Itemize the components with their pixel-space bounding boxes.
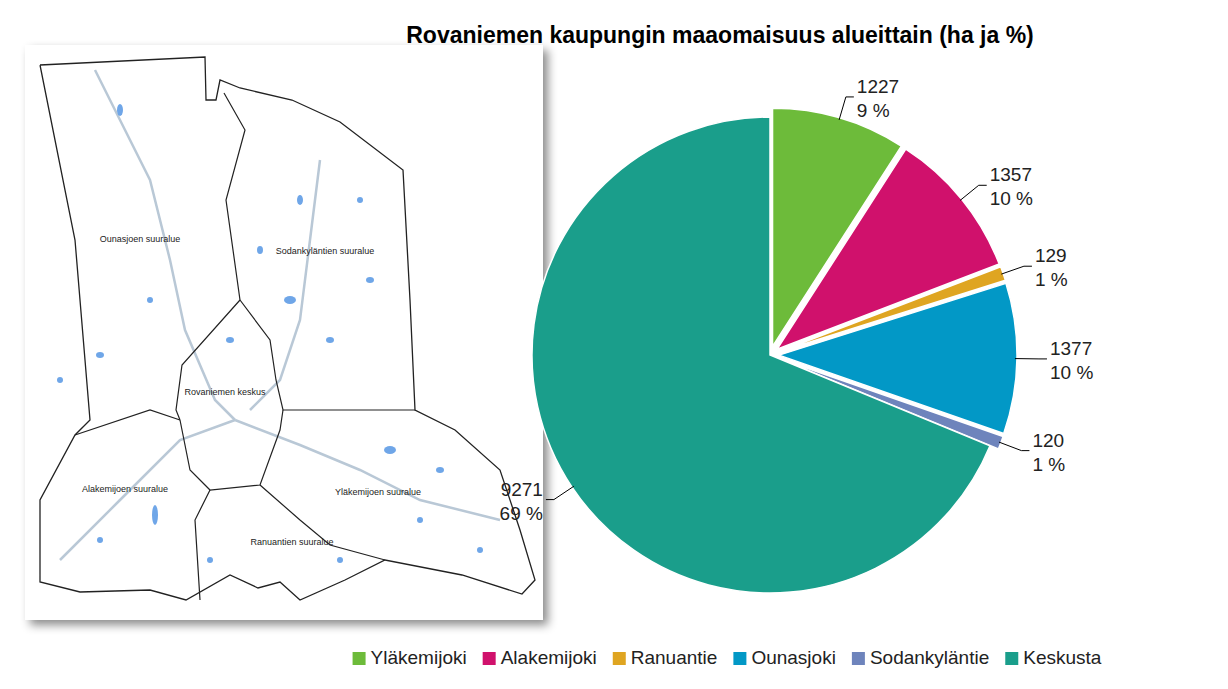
map-lake: [284, 296, 296, 304]
map-border: [240, 300, 415, 410]
legend-label: Ounasjoki: [751, 647, 836, 668]
legend-item: Alakemijoki: [483, 647, 597, 668]
pie: 12279 %135710 %1291 %137710 %1201 %92716…: [500, 76, 1094, 593]
map-lake: [226, 337, 234, 343]
map-lake: [257, 246, 263, 254]
value-label: 9271: [501, 479, 543, 500]
legend-item: Yläkemijoki: [353, 647, 467, 668]
legend-label: Sodankyläntie: [870, 647, 989, 668]
legend-swatch: [353, 652, 366, 665]
data-label: 9271 69 %: [500, 479, 543, 524]
map-river: [250, 160, 320, 410]
leader-line: [546, 486, 574, 499]
value-label: 1377: [1050, 338, 1092, 359]
legend-swatch: [613, 652, 626, 665]
legend-swatch: [1005, 652, 1018, 665]
legend-item: Keskusta: [1005, 647, 1102, 668]
legend-item: Ounasjoki: [733, 647, 836, 668]
data-label: 1377 10 %: [1050, 338, 1093, 383]
map-label: Ranuantien suuralue: [250, 537, 333, 547]
map-border: [224, 93, 245, 300]
percentage-label: 1 %: [1035, 269, 1068, 290]
map-lake: [366, 277, 374, 283]
map-lake: [96, 352, 104, 358]
map-lake: [147, 297, 153, 303]
slice: [532, 117, 990, 593]
leader-line: [1015, 358, 1047, 359]
map-label: Sodankyläntien suuralue: [276, 246, 375, 256]
legend-label: Ranuantie: [631, 647, 718, 668]
map-label: Ounasjoen suuralue: [100, 234, 181, 244]
legend-label: Keskusta: [1023, 647, 1102, 668]
map-border: [75, 410, 180, 435]
data-label: 1227 9 %: [857, 76, 899, 121]
map-lake: [57, 377, 63, 383]
percentage-label: 10 %: [990, 188, 1033, 209]
map-border: [176, 300, 240, 420]
map-lake: [326, 337, 334, 343]
map-lake: [357, 197, 363, 203]
map-panel: [25, 45, 543, 620]
data-label: 1357 10 %: [990, 164, 1033, 209]
legend-item: Ranuantie: [613, 647, 718, 668]
value-label: 120: [1032, 430, 1064, 451]
value-label: 129: [1035, 245, 1067, 266]
map-outline: [40, 57, 535, 600]
map-lake: [97, 537, 103, 543]
legend-swatch: [733, 652, 746, 665]
map-lake: [477, 547, 483, 553]
map-lake: [337, 557, 343, 563]
value-label: 1357: [990, 164, 1032, 185]
map-river: [95, 70, 235, 420]
legend-swatch: [852, 652, 865, 665]
legend-item: Sodankyläntie: [852, 647, 989, 668]
percentage-label: 9 %: [857, 100, 890, 121]
percentage-label: 10 %: [1050, 362, 1093, 383]
percentage-label: 1 %: [1032, 454, 1065, 475]
map-lake: [436, 467, 444, 473]
percentage-label: 69 %: [500, 503, 543, 524]
map-lake: [207, 557, 213, 563]
legend-label: Yläkemijoki: [371, 647, 467, 668]
legend-swatch: [483, 652, 496, 665]
map-label: Yläkemijoen suuralue: [335, 487, 421, 497]
map-lake: [417, 517, 423, 523]
chart: Ounasjoen suuralue Sodankyläntien suuralu…: [0, 0, 1228, 689]
map-lake: [297, 195, 303, 205]
map-label: Alakemijoen suuralue: [82, 484, 168, 494]
map-border: [195, 490, 210, 600]
data-label: 1291 %: [1035, 245, 1068, 290]
legend-label: Alakemijoki: [501, 647, 597, 668]
map: Ounasjoen suuralue Sodankyläntien suuralu…: [25, 45, 543, 620]
map-lake: [384, 446, 396, 454]
data-label: 1201 %: [1032, 430, 1065, 475]
leader-line: [960, 185, 987, 200]
legend: Yläkemijoki Alakemijoki Ranuantie Ounasjoki…: [353, 647, 1102, 668]
leader-line: [839, 97, 854, 120]
leader-line: [999, 442, 1029, 451]
leader-line: [1001, 266, 1032, 274]
map-lake: [117, 104, 123, 116]
map-label: Rovaniemen keskus: [184, 387, 266, 397]
title: Rovaniemen kaupungin maaomaisuus alueitt…: [406, 22, 1034, 48]
map-river: [60, 420, 235, 560]
value-label: 1227: [857, 76, 899, 97]
map-lake: [152, 505, 158, 525]
map-border: [180, 410, 283, 490]
